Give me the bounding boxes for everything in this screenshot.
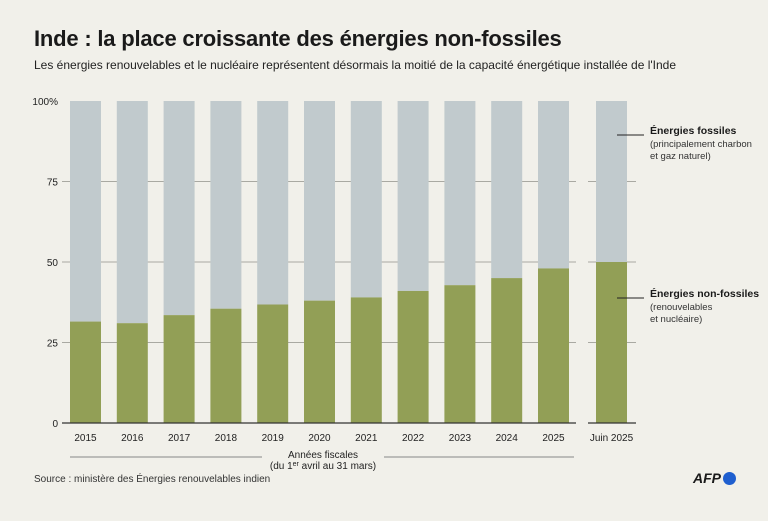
x-tick-label: 2018 (215, 433, 238, 444)
x-tick-label: 2023 (449, 433, 472, 444)
bar-fossil (163, 101, 195, 316)
x-tick-label: 2020 (308, 433, 331, 444)
legend-fossil-desc: et gaz naturel) (650, 151, 711, 162)
chart-title: Inde : la place croissante des énergies … (34, 26, 562, 51)
bar-fossil (350, 101, 382, 298)
chart-subtitle: Les énergies renouvelables et le nucléai… (34, 58, 677, 72)
bar-non-fossil (116, 323, 148, 423)
bar-non-fossil (596, 262, 627, 423)
bar-non-fossil (444, 285, 476, 423)
y-tick-label: 50 (47, 258, 59, 269)
x-tick-label: 2025 (542, 433, 565, 444)
afp-logo-dot (723, 471, 736, 485)
bar-fossil (210, 101, 242, 309)
x-tick-label: 2019 (262, 433, 285, 444)
bar-fossil (397, 101, 429, 291)
bar-non-fossil (257, 304, 289, 423)
bar-fossil (116, 101, 148, 324)
x-tick-label: 2016 (121, 433, 144, 444)
bar-non-fossil (397, 290, 429, 423)
y-tick-label: 0 (52, 419, 58, 430)
x-axis-title: Années fiscales (288, 450, 358, 461)
x-tick-label: Juin 2025 (590, 433, 634, 444)
bar-fossil (257, 101, 289, 305)
source-note: Source : ministère des Énergies renouvel… (34, 474, 271, 485)
bar-fossil (538, 101, 569, 269)
afp-logo: AFP (693, 470, 736, 486)
legend-nonfossil-desc: (renouvelables (650, 302, 713, 313)
x-tick-label: 2015 (74, 433, 97, 444)
bar-non-fossil (210, 308, 242, 423)
legend-fossil-desc: (principalement charbon (650, 139, 752, 150)
x-axis-subtitle: (du 1er avril au 31 mars) (270, 461, 376, 472)
bar-fossil (491, 101, 523, 279)
legend-fossil-title: Énergies fossiles (650, 124, 737, 137)
x-tick-label: 2021 (355, 433, 378, 444)
bar-non-fossil (70, 321, 101, 423)
legend-nonfossil-title: Énergies non-fossiles (650, 287, 759, 300)
x-tick-label: 2022 (402, 433, 425, 444)
x-tick-label: 2024 (496, 433, 519, 444)
bar-non-fossil (304, 300, 335, 423)
x-tick-label: 2017 (168, 433, 191, 444)
bar-fossil (596, 101, 627, 262)
legend-nonfossil-desc: et nucléaire) (650, 314, 702, 325)
bar-non-fossil (163, 315, 195, 423)
y-tick-label: 100% (32, 97, 58, 108)
bar-non-fossil (350, 297, 382, 423)
afp-logo-text: AFP (693, 470, 721, 486)
bar-fossil (444, 101, 476, 286)
y-tick-label: 75 (47, 178, 59, 189)
y-tick-label: 25 (47, 339, 59, 350)
bar-non-fossil (491, 278, 523, 423)
bar-fossil (70, 101, 101, 322)
bar-fossil (304, 101, 335, 301)
bar-non-fossil (538, 268, 569, 423)
